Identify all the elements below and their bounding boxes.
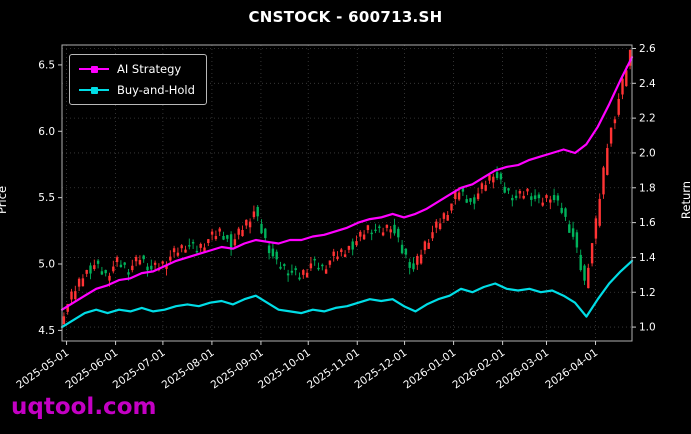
y-axis-label-return: Return bbox=[678, 180, 691, 220]
watermark: uqtool.com bbox=[11, 394, 157, 420]
svg-text:2.2: 2.2 bbox=[639, 113, 656, 125]
legend: AI Strategy Buy-and-Hold bbox=[69, 54, 207, 105]
svg-text:2.6: 2.6 bbox=[639, 43, 656, 55]
svg-text:1.0: 1.0 bbox=[639, 322, 656, 334]
svg-text:2025-10-01: 2025-10-01 bbox=[256, 347, 313, 392]
x-axis-tick-labels: 2025-05-012025-06-012025-07-012025-08-01… bbox=[14, 341, 600, 391]
svg-text:1.6: 1.6 bbox=[639, 217, 656, 229]
series-line-ai-strategy bbox=[60, 56, 634, 311]
ai-strategy-line-swatch-icon bbox=[79, 65, 109, 73]
svg-text:2.0: 2.0 bbox=[639, 148, 656, 160]
svg-text:1.4: 1.4 bbox=[639, 252, 656, 264]
y-axis-label-price: Price bbox=[0, 185, 10, 215]
legend-item-ai-strategy: AI Strategy bbox=[79, 62, 195, 76]
plot-border bbox=[61, 44, 633, 342]
svg-text:2025-08-01: 2025-08-01 bbox=[160, 347, 217, 392]
legend-label: Buy-and-Hold bbox=[117, 83, 195, 97]
buy-and-hold-marker-icon bbox=[91, 86, 98, 94]
svg-text:6.5: 6.5 bbox=[38, 60, 55, 72]
svg-text:2025-05-01: 2025-05-01 bbox=[14, 347, 71, 392]
svg-text:6.0: 6.0 bbox=[38, 126, 55, 138]
svg-text:2025-12-01: 2025-12-01 bbox=[352, 347, 409, 392]
svg-text:1.8: 1.8 bbox=[639, 182, 656, 194]
svg-text:2026-01-01: 2026-01-01 bbox=[401, 347, 458, 392]
y-axis-right-tick-labels: 1.0 1.2 1.4 1.6 1.8 2.0 2.2 2.4 2.6 bbox=[632, 43, 656, 334]
chart-title: CNSTOCK - 600713.SH bbox=[248, 8, 443, 26]
ai-strategy-marker-icon bbox=[91, 65, 98, 73]
svg-text:2026-04-01: 2026-04-01 bbox=[543, 347, 600, 392]
grid-layer bbox=[62, 45, 632, 341]
svg-text:2.4: 2.4 bbox=[639, 78, 656, 90]
y-axis-left-tick-labels: 4.5 5.0 5.5 6.0 6.5 bbox=[38, 60, 62, 337]
svg-text:2025-07-01: 2025-07-01 bbox=[111, 347, 168, 392]
legend-item-buy-and-hold: Buy-and-Hold bbox=[79, 83, 195, 97]
svg-text:1.2: 1.2 bbox=[639, 287, 656, 299]
svg-text:5.0: 5.0 bbox=[38, 259, 55, 271]
buy-and-hold-line-swatch-icon bbox=[79, 86, 109, 94]
candlestick-layer bbox=[62, 49, 632, 325]
svg-text:4.5: 4.5 bbox=[38, 325, 55, 337]
series-line-buy-and-hold bbox=[60, 259, 634, 329]
svg-text:5.5: 5.5 bbox=[38, 192, 55, 204]
legend-label: AI Strategy bbox=[117, 62, 182, 76]
